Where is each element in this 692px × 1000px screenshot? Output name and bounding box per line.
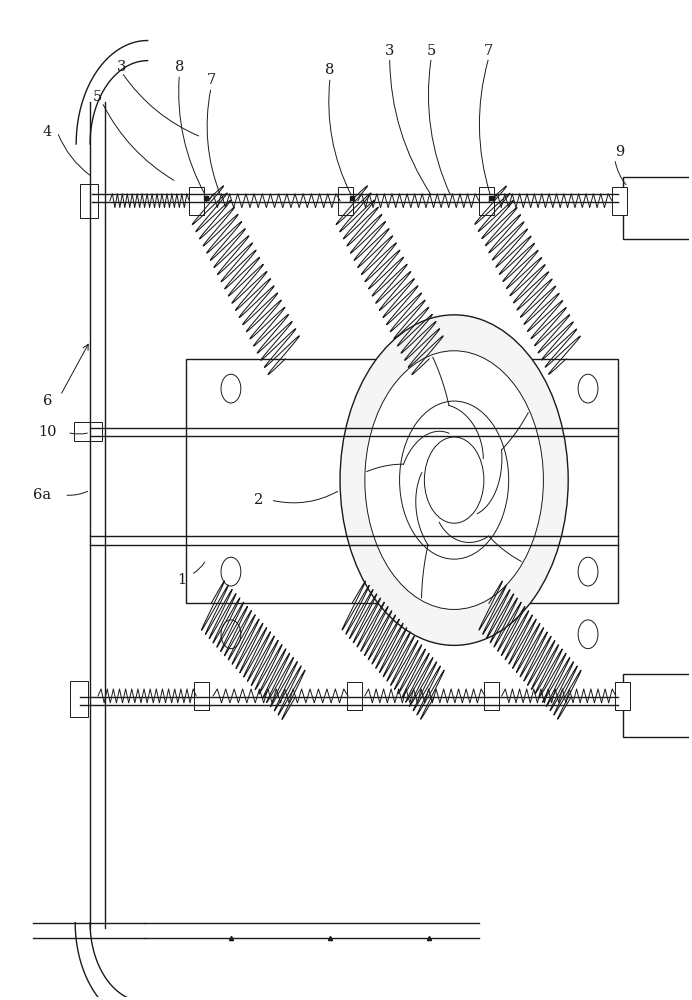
- Text: 4: 4: [43, 125, 52, 139]
- Bar: [623, 674, 692, 737]
- Text: 6a: 6a: [33, 488, 51, 502]
- Bar: [623, 177, 692, 239]
- Bar: [614, 682, 630, 710]
- Text: 5: 5: [427, 44, 436, 58]
- Text: 5: 5: [93, 90, 102, 104]
- Circle shape: [578, 620, 598, 649]
- Bar: [74, 422, 102, 441]
- Text: 7: 7: [206, 73, 216, 87]
- Text: 6: 6: [43, 394, 52, 408]
- Bar: [338, 187, 353, 215]
- Circle shape: [399, 401, 509, 559]
- Bar: [484, 682, 499, 710]
- Bar: [612, 187, 627, 215]
- Circle shape: [365, 351, 543, 609]
- Text: 8: 8: [325, 63, 335, 77]
- Circle shape: [221, 557, 241, 586]
- Circle shape: [424, 437, 484, 523]
- Bar: [479, 187, 494, 215]
- Text: 9: 9: [615, 145, 624, 159]
- Circle shape: [578, 374, 598, 403]
- Bar: [70, 681, 88, 717]
- Circle shape: [578, 557, 598, 586]
- Bar: [80, 184, 98, 218]
- Text: 3: 3: [385, 44, 394, 58]
- Circle shape: [221, 620, 241, 649]
- Bar: [194, 682, 209, 710]
- Text: 3: 3: [117, 60, 127, 74]
- Bar: [190, 187, 204, 215]
- Text: 10: 10: [38, 425, 57, 439]
- Text: 7: 7: [484, 44, 493, 58]
- Bar: [186, 359, 618, 603]
- Circle shape: [221, 374, 241, 403]
- Text: 2: 2: [254, 493, 264, 507]
- Circle shape: [340, 315, 568, 645]
- Text: 8: 8: [174, 60, 184, 74]
- Bar: [347, 682, 362, 710]
- Text: 1: 1: [176, 573, 186, 587]
